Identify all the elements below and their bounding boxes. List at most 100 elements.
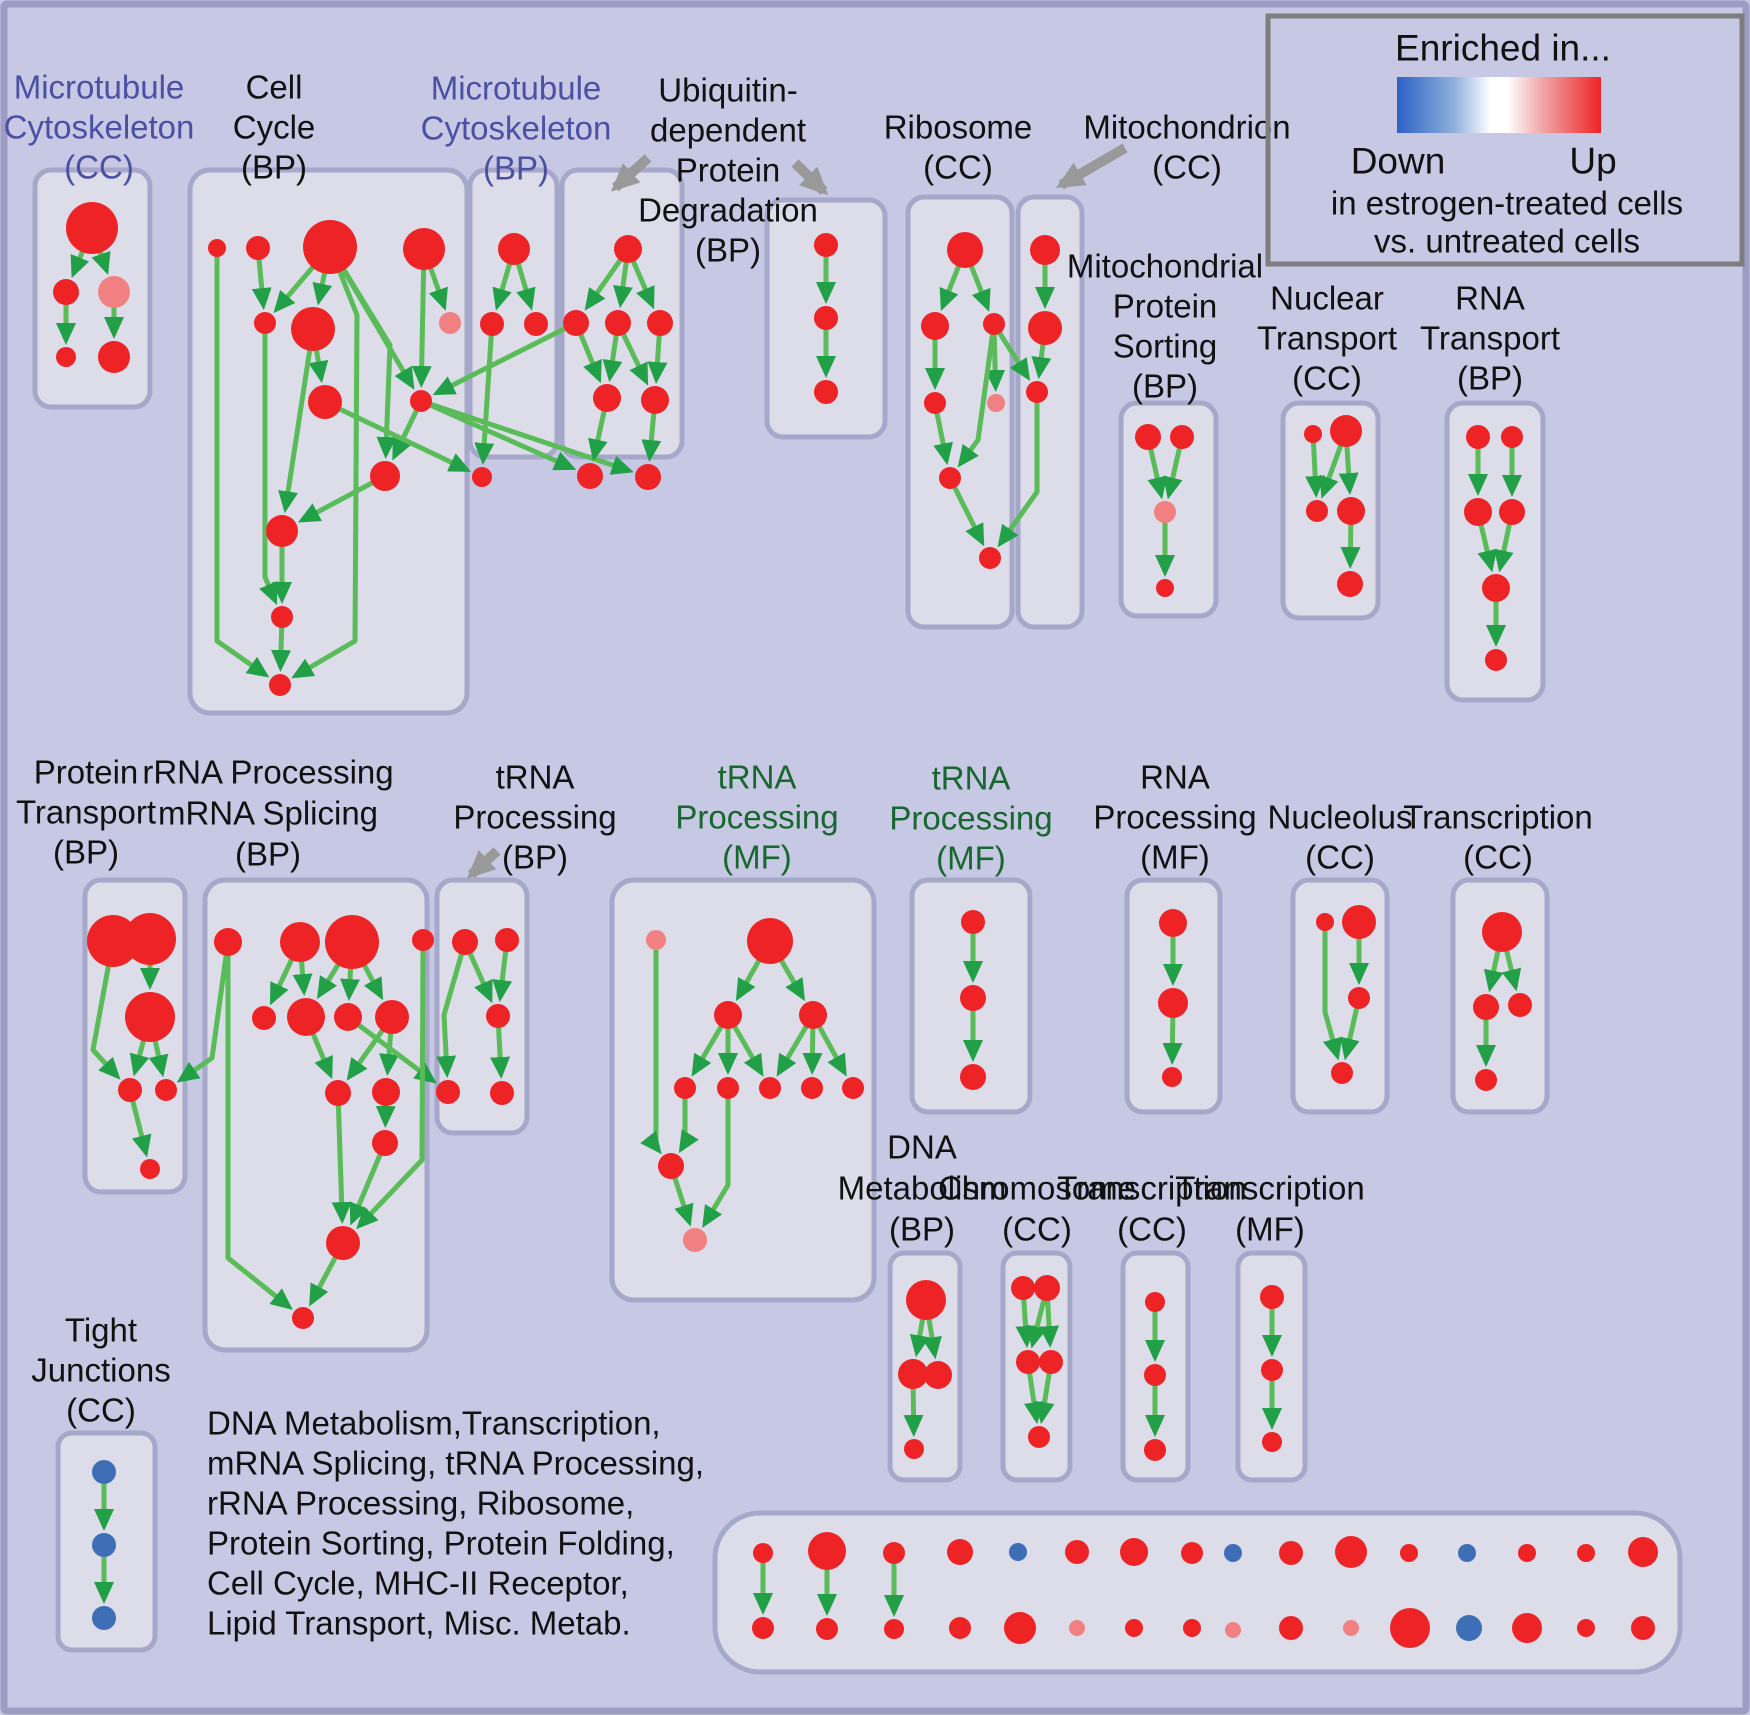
go-term-node-j3: [1464, 498, 1492, 526]
go-term-node-x11t: [1335, 1536, 1367, 1568]
go-term-node-q2: [1342, 905, 1376, 939]
go-term-node-n1: [646, 930, 666, 950]
go-term-node-r4: [1475, 1069, 1497, 1091]
edge-arrow-l9-l12: [331, 1092, 352, 1225]
go-term-node-d7: [577, 463, 603, 489]
cluster-label-4: Ribosome (CC): [884, 109, 1033, 186]
go-term-node-n10: [658, 1153, 684, 1179]
go-term-node-n2: [747, 918, 793, 964]
edge-arrow-b3-b10: [327, 245, 397, 460]
label-line: (MF): [722, 839, 792, 876]
go-term-node-x13b: [1456, 1615, 1482, 1641]
cluster-label-21: Tight Junctions (CC): [31, 1312, 170, 1429]
go-term-node-c2: [480, 312, 504, 336]
go-term-node-b8: [308, 385, 342, 419]
label-line: Nucleolus: [1268, 799, 1413, 836]
go-term-node-j4: [1499, 499, 1525, 525]
go-term-nodes: [53, 202, 1658, 1648]
go-term-node-h2: [1170, 425, 1194, 449]
label-line: (MF): [1140, 839, 1210, 876]
go-term-node-t2: [1034, 1275, 1060, 1301]
go-term-node-l5: [252, 1006, 276, 1030]
label-line: Junctions: [31, 1352, 170, 1389]
label-line: Transport: [1420, 320, 1560, 357]
go-term-node-x16t: [1628, 1537, 1658, 1567]
go-term-node-n5: [674, 1077, 696, 1099]
go-term-node-n3: [714, 1001, 742, 1029]
go-term-node-k5: [155, 1079, 177, 1101]
label-line: Cycle: [233, 109, 316, 146]
go-term-node-x16b: [1631, 1616, 1655, 1640]
label-line: Cell: [246, 69, 303, 106]
edge-arrow-n6-n11: [702, 1088, 731, 1228]
go-term-node-i3: [1306, 500, 1328, 522]
go-term-node-c1: [498, 233, 530, 265]
annotation-arrows: [466, 143, 1128, 879]
go-term-node-l7: [334, 1003, 362, 1031]
go-term-node-f6: [939, 467, 961, 489]
go-term-node-h4: [1156, 579, 1174, 597]
go-term-node-l8: [375, 1000, 409, 1034]
go-term-node-u3: [1144, 1439, 1166, 1461]
label-line: mRNA Splicing, tRNA Processing,: [207, 1445, 704, 1482]
go-term-node-x5b: [1004, 1612, 1036, 1644]
label-line: tRNA: [718, 759, 797, 796]
go-term-node-x6b: [1069, 1620, 1085, 1636]
label-line: rRNA Processing, Ribosome,: [207, 1485, 634, 1522]
label-line: (CC): [923, 149, 993, 186]
go-term-node-n9: [842, 1077, 864, 1099]
label-line: DNA Metabolism,Transcription,: [207, 1405, 661, 1442]
go-term-node-n4: [799, 1001, 827, 1029]
go-term-node-x15b: [1577, 1619, 1595, 1637]
go-term-node-o2: [960, 985, 986, 1011]
label-line: Transcription: [1175, 1170, 1365, 1207]
go-term-node-x7b: [1125, 1619, 1143, 1637]
label-line: Microtubule: [14, 69, 185, 106]
cluster-label-15: Nucleolus (CC): [1268, 799, 1413, 876]
go-term-node-t3: [1016, 1350, 1040, 1374]
go-term-node-i5: [1337, 571, 1363, 597]
go-term-node-x12b: [1390, 1608, 1430, 1648]
label-line: Cell Cycle, MHC-II Receptor,: [207, 1565, 629, 1602]
go-term-node-p2: [1158, 988, 1188, 1018]
edge-arrow-f6-f7: [947, 476, 985, 547]
edge-arrow-b10-b11: [297, 473, 387, 523]
label-line: (BP): [1132, 368, 1198, 405]
go-term-node-x5t: [1009, 1543, 1027, 1561]
label-line: mRNA Splicing: [158, 795, 378, 832]
go-term-node-x9b: [1225, 1622, 1241, 1638]
label-pointer-arrow-2: [1055, 143, 1128, 190]
label-line: (CC): [66, 1392, 136, 1429]
go-term-node-i1: [1304, 425, 1322, 443]
go-term-node-b6: [291, 307, 335, 351]
go-term-node-w1: [92, 1460, 116, 1484]
label-line: (MF): [1235, 1211, 1305, 1248]
label-line: (BP): [53, 834, 119, 871]
cluster-label-19: Transcription (CC): [1057, 1170, 1247, 1248]
go-term-node-x7t: [1120, 1538, 1148, 1566]
go-term-node-l12: [326, 1226, 360, 1260]
go-term-node-f4: [924, 392, 946, 414]
go-term-node-k6: [140, 1159, 160, 1179]
label-line: Protein: [34, 754, 139, 791]
go-term-node-b3: [303, 220, 357, 274]
go-term-node-x1b: [752, 1617, 774, 1639]
edge-arrow-m1-m5: [436, 941, 468, 1079]
label-line: RNA: [1455, 280, 1525, 317]
label-line: (CC): [1292, 360, 1362, 397]
go-term-node-a3: [98, 276, 130, 308]
go-term-node-k4: [118, 1078, 142, 1102]
go-term-node-b5: [254, 312, 276, 334]
edge-arrow-n1-n10: [640, 940, 662, 1155]
go-term-node-v1: [1260, 1285, 1284, 1309]
label-line: Lipid Transport, Misc. Metab.: [207, 1605, 631, 1642]
cluster-label-6: Mitochondrial Protein Sorting (BP): [1067, 248, 1263, 405]
cluster-label-3: Ubiquitin-dependent Protein Degradation (BP…: [638, 72, 818, 269]
go-term-node-x8t: [1181, 1542, 1203, 1564]
legend-up-label: Up: [1569, 141, 1616, 182]
edge-arrow-n5-n10: [678, 1088, 699, 1154]
go-term-node-b10: [370, 461, 400, 491]
label-line: Transport: [1257, 320, 1397, 357]
